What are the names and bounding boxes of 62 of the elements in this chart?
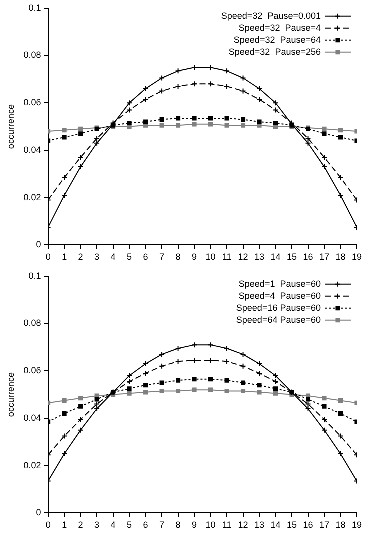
- x-tick-label: 17: [319, 520, 330, 530]
- x-tick-label: 7: [160, 520, 165, 530]
- x-tick-label: 0: [46, 520, 51, 530]
- y-tick-label: 0.08: [24, 50, 42, 60]
- y-axis-title: occurrence: [6, 372, 16, 418]
- x-tick-label: 9: [192, 520, 198, 530]
- x-tick-label: 17: [319, 252, 330, 262]
- y-tick-label: 0: [36, 508, 42, 518]
- x-tick-label: 7: [160, 252, 165, 262]
- x-tick-label: 2: [78, 520, 84, 530]
- x-tick-label: 3: [94, 520, 100, 530]
- legend-label: Speed=32 Pause=64: [234, 34, 321, 45]
- x-tick-label: 2: [78, 252, 84, 262]
- x-tick-label: 13: [254, 520, 265, 530]
- x-tick-label: 10: [206, 252, 216, 262]
- x-tick-label: 12: [238, 520, 248, 530]
- x-tick-label: 6: [143, 520, 148, 530]
- x-tick-label: 19: [352, 520, 362, 530]
- y-tick-label: 0.04: [24, 144, 42, 155]
- x-tick-label: 0: [46, 252, 51, 262]
- x-tick-label: 11: [222, 252, 232, 262]
- x-tick-label: 15: [287, 252, 298, 262]
- x-tick-label: 13: [254, 252, 265, 262]
- y-tick-label: 0.06: [24, 98, 42, 108]
- y-tick-label: 0.06: [24, 366, 42, 376]
- x-tick-label: 19: [352, 252, 362, 262]
- x-tick-label: 5: [127, 252, 132, 262]
- legend-label: Speed=1 Pause=60: [238, 278, 321, 289]
- y-tick-label: 0.08: [24, 318, 42, 328]
- x-tick-label: 16: [303, 520, 314, 530]
- y-tick-label: 0.1: [28, 270, 42, 281]
- legend-label: Speed=64 Pause=60: [236, 314, 321, 325]
- x-tick-label: 10: [206, 520, 216, 530]
- x-tick-label: 18: [336, 252, 346, 262]
- x-tick-label: 4: [110, 252, 116, 262]
- x-tick-label: 18: [336, 520, 346, 530]
- x-tick-label: 11: [222, 520, 232, 530]
- x-tick-label: 8: [176, 252, 181, 262]
- legend-label: Speed=16 Pause=60: [236, 302, 321, 313]
- y-tick-label: 0.02: [24, 460, 42, 470]
- x-tick-label: 12: [238, 252, 248, 262]
- x-tick-label: 5: [127, 520, 132, 530]
- x-tick-label: 14: [270, 252, 281, 262]
- x-tick-label: 14: [270, 520, 281, 530]
- x-tick-label: 15: [287, 520, 298, 530]
- x-tick-label: 9: [192, 252, 198, 262]
- legend-label: Speed=4 Pause=60: [238, 290, 321, 301]
- x-tick-label: 6: [143, 252, 148, 262]
- legend-label: Speed=32 Pause=4: [238, 22, 321, 33]
- legend-label: Speed=32 Pause=0.001: [221, 10, 321, 21]
- y-tick-label: 0.04: [24, 412, 42, 423]
- x-tick-label: 1: [62, 252, 68, 262]
- x-tick-label: 1: [62, 520, 68, 530]
- x-tick-label: 16: [303, 252, 314, 262]
- y-tick-label: 0.02: [24, 192, 42, 202]
- x-tick-label: 8: [176, 520, 181, 530]
- y-tick-label: 0: [36, 240, 42, 250]
- y-tick-label: 0.1: [28, 2, 42, 13]
- x-tick-label: 4: [110, 520, 116, 530]
- x-tick-label: 3: [94, 252, 100, 262]
- legend-label: Speed=32 Pause=256: [228, 46, 321, 57]
- y-axis-title: occurrence: [6, 104, 16, 150]
